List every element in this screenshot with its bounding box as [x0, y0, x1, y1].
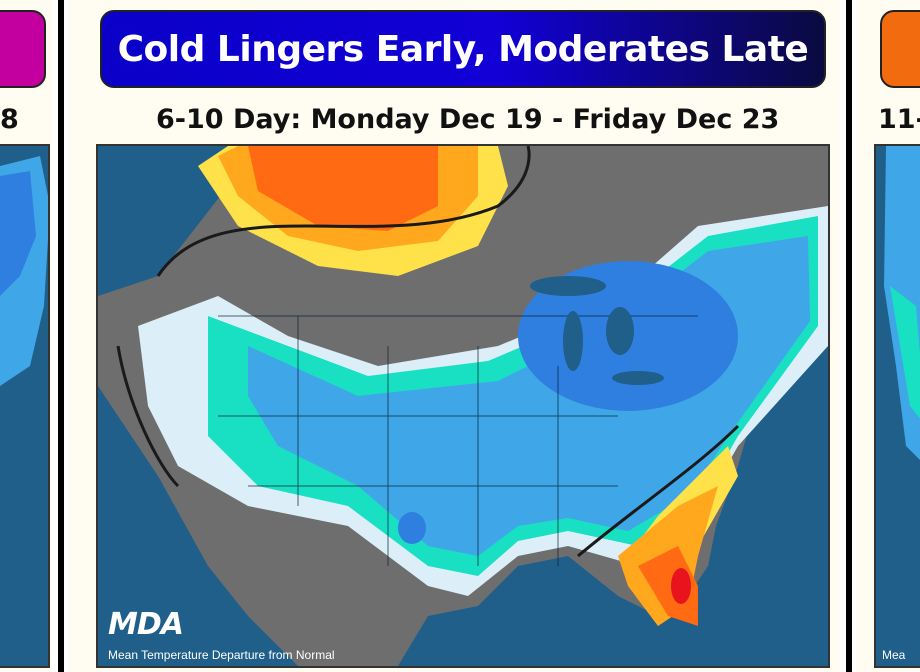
center-banner: Cold Lingers Early, Moderates Late	[100, 10, 826, 88]
center-panel: Cold Lingers Early, Moderates Late 6-10 …	[68, 0, 840, 672]
lake-huron	[606, 307, 634, 355]
left-subtitle: 8	[0, 104, 19, 135]
warm-pool-canada-red	[248, 146, 438, 231]
map-subtitle: 6-10 Day: Monday Dec 19 - Friday Dec 23	[156, 104, 780, 135]
lake-erie	[612, 371, 664, 385]
contour-southeast	[577, 424, 740, 558]
contour-north	[156, 146, 531, 277]
lake-superior	[530, 276, 606, 296]
temperature-map-graphic	[98, 146, 828, 666]
contour-west	[116, 345, 180, 488]
left-map	[0, 144, 50, 668]
banner-title: Cold Lingers Early, Moderates Late	[117, 28, 809, 70]
right-panel: 11- Mea	[856, 0, 920, 672]
hot-spot-florida	[671, 568, 691, 604]
left-map-graphic	[0, 146, 48, 666]
right-divider	[846, 0, 852, 672]
right-banner	[880, 10, 920, 88]
lake-michigan	[563, 311, 583, 371]
mda-logo: MDA	[108, 607, 184, 642]
right-legend-fragment: Mea	[882, 648, 906, 662]
contours	[116, 146, 740, 558]
left-divider	[58, 0, 64, 672]
left-banner	[0, 10, 46, 88]
colder-zone-texas	[398, 512, 426, 544]
right-subtitle: 11-	[878, 104, 920, 135]
legend-caption: Mean Temperature Departure from Normal	[108, 648, 335, 662]
right-map-graphic	[876, 146, 920, 666]
temperature-map: MDA Mean Temperature Departure from Norm…	[96, 144, 830, 668]
great-lakes	[530, 276, 664, 385]
left-panel: 8	[0, 0, 52, 672]
hot-zone-florida	[638, 546, 698, 626]
right-map: Mea	[874, 144, 920, 668]
